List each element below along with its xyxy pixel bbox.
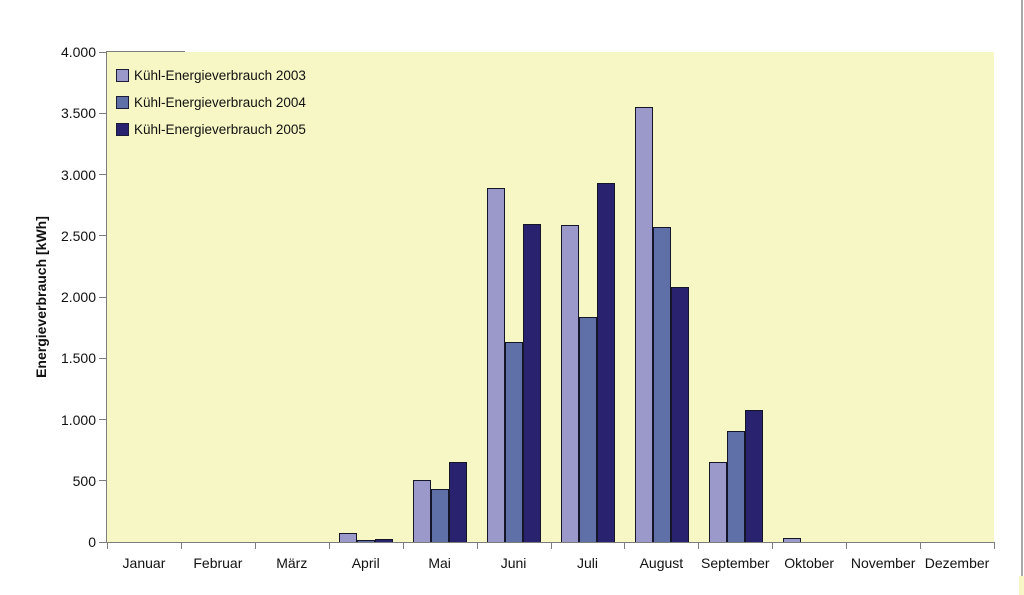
bar-mai-2003 [413, 479, 432, 542]
legend-swatch-2004 [116, 96, 129, 109]
y-tick-label-0: 0 [88, 534, 96, 550]
x-label-oktober: Oktober [784, 555, 835, 571]
bar-oktober-2003 [782, 538, 801, 542]
x-label-mai: Mai [428, 555, 451, 571]
bar-mai-2005 [449, 462, 468, 542]
legend: Kühl-Energieverbrauch 2003 Kühl-Energiev… [116, 62, 306, 143]
y-tick-mark-3.500 [99, 112, 106, 114]
legend-label-2004: Kühl-Energieverbrauch 2004 [134, 95, 306, 110]
legend-swatch-2005 [116, 123, 129, 136]
y-tick-label-3.500: 3.500 [60, 105, 96, 122]
y-tick-mark-4.000 [99, 51, 106, 53]
x-tick-mark-10 [846, 542, 848, 549]
x-tick-mark-12 [994, 542, 995, 549]
x-label-april: April [351, 555, 380, 571]
legend-item-2003: Kühl-Energieverbrauch 2003 [116, 62, 306, 89]
x-tick-mark-11 [920, 542, 922, 549]
y-tick-label-1.500: 1.500 [60, 350, 96, 367]
x-label-september: September [701, 555, 770, 571]
plot-area: Kühl-Energieverbrauch 2003 Kühl-Energiev… [107, 52, 994, 542]
x-tick-mark-8 [698, 542, 700, 549]
bar-september-2005 [744, 409, 763, 542]
bar-juni-2004 [505, 342, 524, 542]
bar-juli-2005 [597, 183, 615, 542]
bar-august-2004 [652, 227, 671, 542]
x-tick-mark-0 [107, 542, 108, 549]
page-corner-artifact [1019, 576, 1024, 595]
y-tick-mark-500 [99, 480, 106, 482]
y-tick-label-1.000: 1.000 [60, 411, 96, 428]
x-label-juni: Juni [500, 555, 527, 571]
x-tick-mark-4 [402, 542, 404, 549]
legend-item-2005: Kühl-Energieverbrauch 2005 [116, 116, 306, 143]
bar-juni-2003 [487, 187, 506, 542]
x-tick-mark-9 [772, 542, 774, 549]
x-label-januar: Januar [122, 555, 166, 571]
x-tick-mark-5 [476, 542, 478, 549]
bar-august-2003 [634, 107, 653, 542]
y-tick-mark-1.500 [99, 357, 106, 359]
bar-juli-2004 [579, 316, 597, 542]
x-label-februar: Februar [193, 555, 243, 571]
bar-august-2005 [670, 287, 689, 542]
y-tick-mark-1.000 [99, 419, 106, 420]
y-tick-mark-3.000 [99, 174, 106, 175]
y-tick-label-500: 500 [72, 472, 96, 489]
x-label-august: August [639, 555, 684, 571]
y-tick-label-3.000: 3.000 [60, 166, 96, 183]
x-tick-mark-6 [550, 542, 552, 549]
y-tick-mark-2.000 [99, 296, 106, 298]
bar-juli-2003 [561, 224, 579, 542]
bar-april-2004 [357, 539, 376, 542]
x-tick-mark-2 [254, 542, 256, 549]
x-label-juli: Juli [576, 555, 598, 571]
x-label-november: November [850, 555, 916, 571]
y-tick-mark-2.500 [99, 235, 106, 237]
y-tick-label-4.000: 4.000 [60, 44, 96, 60]
x-tick-mark-7 [624, 542, 626, 549]
bar-april-2003 [339, 533, 358, 542]
bar-juni-2005 [523, 223, 542, 542]
plot-top-border-segment [106, 51, 185, 52]
legend-label-2003: Kühl-Energieverbrauch 2003 [134, 68, 306, 83]
bar-september-2003 [708, 462, 727, 542]
page-right-edge-line [1021, 0, 1023, 577]
y-tick-label-2.500: 2.500 [60, 227, 96, 244]
bar-april-2005 [375, 538, 394, 542]
bar-mai-2004 [431, 489, 450, 542]
y-tick-mark-0 [99, 541, 106, 543]
bar-september-2004 [726, 430, 745, 542]
legend-swatch-2003 [116, 69, 129, 82]
x-label-märz: März [276, 555, 308, 571]
y-tick-label-2.000: 2.000 [60, 289, 96, 305]
x-tick-mark-3 [328, 542, 330, 549]
legend-label-2005: Kühl-Energieverbrauch 2005 [134, 122, 306, 137]
legend-item-2004: Kühl-Energieverbrauch 2004 [116, 89, 306, 116]
x-tick-mark-1 [180, 542, 182, 549]
x-label-dezember: Dezember [924, 555, 990, 571]
y-axis-line [106, 52, 107, 543]
